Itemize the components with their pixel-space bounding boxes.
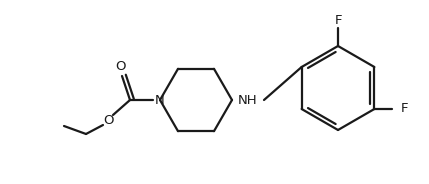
Text: N: N: [155, 93, 165, 107]
Text: NH: NH: [238, 93, 258, 107]
Text: F: F: [400, 102, 408, 116]
Text: F: F: [334, 13, 342, 26]
Text: O: O: [103, 114, 113, 127]
Text: O: O: [115, 59, 125, 72]
